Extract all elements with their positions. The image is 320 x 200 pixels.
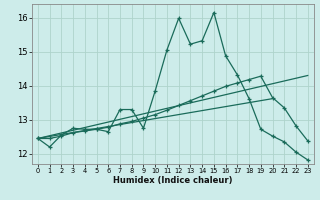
X-axis label: Humidex (Indice chaleur): Humidex (Indice chaleur) bbox=[113, 176, 233, 185]
